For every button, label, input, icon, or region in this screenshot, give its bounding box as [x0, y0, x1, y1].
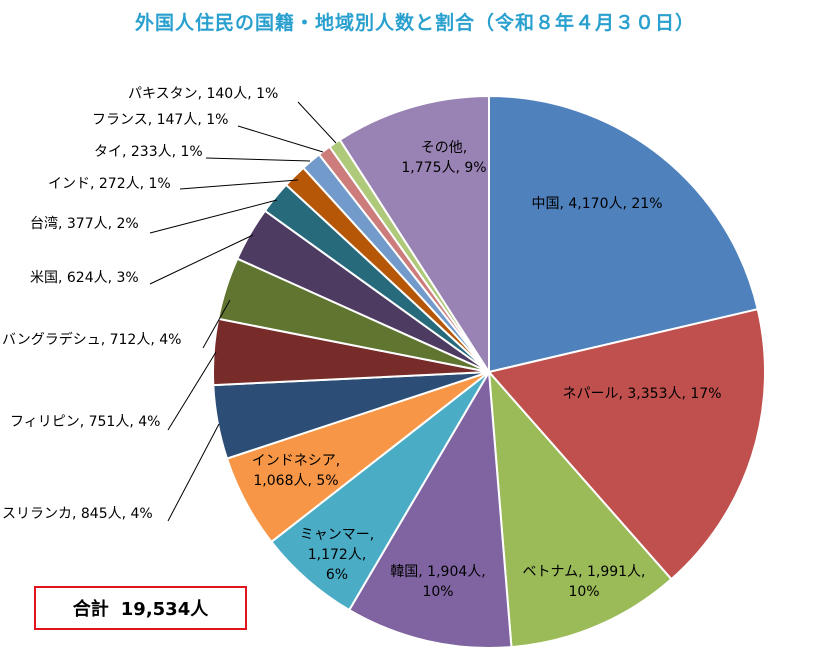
data-label-8: バングラデシュ, 712人, 4%	[2, 331, 181, 348]
pie-slice-3	[347, 368, 513, 649]
chart-title: 外国人住民の国籍・地域別人数と割合（令和８年４月３０日）	[134, 12, 695, 34]
data-label-0: 中国, 4,170人, 21%	[532, 196, 663, 212]
leader-line-14	[297, 101, 337, 144]
data-label-14: パキスタン, 140人, 1%	[128, 86, 278, 102]
data-label-9: 米国, 624人, 3%	[30, 270, 139, 286]
data-label-1: ネパール, 3,353人, 17%	[563, 386, 722, 402]
data-label-12: タイ, 233人, 1%	[94, 144, 203, 160]
leader-line-10	[149, 199, 278, 234]
total-box: 合計 19,534人	[34, 586, 247, 630]
leader-line-11	[179, 179, 299, 190]
pie-slice-0	[488, 94, 759, 374]
leader-line-13	[237, 125, 324, 153]
leader-line-6	[167, 423, 220, 522]
pie-slice-15	[338, 94, 490, 376]
data-label-2: ベトナム, 1,991人, 10%	[522, 564, 645, 600]
data-label-4: ミャンマー, 1,172人, 6%	[300, 527, 374, 583]
data-label-10: 台湾, 377人, 2%	[30, 215, 139, 232]
total-value: 19,534人	[120, 599, 209, 620]
total-label: 合計	[72, 599, 109, 620]
pie-slice-1	[487, 308, 766, 581]
pie-slice-2	[487, 369, 673, 649]
data-label-6: スリランカ, 845人, 4%	[2, 506, 153, 522]
data-label-5: インドネシア, 1,068人, 5%	[252, 453, 340, 489]
data-label-13: フランス, 147人, 1%	[92, 112, 228, 128]
leader-line-9	[149, 234, 254, 285]
data-label-15: その他, 1,775人, 9%	[401, 140, 486, 176]
data-label-7: フィリピン, 751人, 4%	[10, 414, 160, 430]
leader-line-12	[205, 157, 311, 162]
leader-line-8	[202, 299, 231, 349]
data-label-3: 韓国, 1,904人, 10%	[390, 564, 485, 600]
leader-line-7	[167, 351, 217, 431]
data-label-11: インド, 272人, 1%	[48, 176, 171, 192]
